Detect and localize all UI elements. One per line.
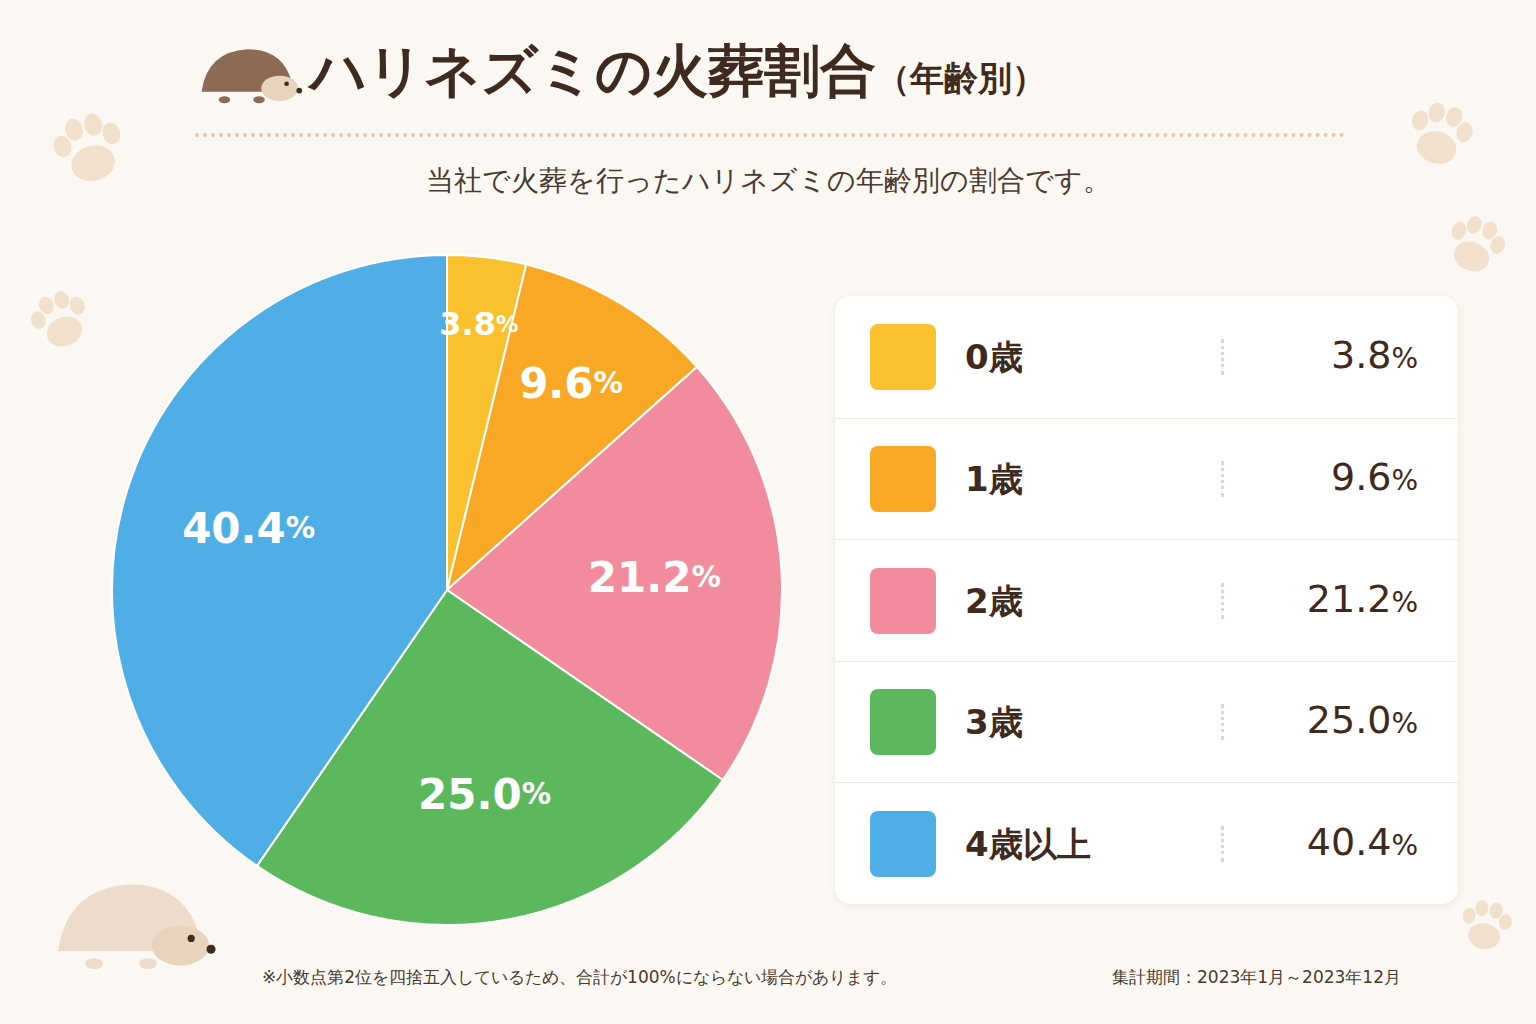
html-text:9.6%: 9.6% [1331, 455, 1418, 500]
html-text:2歳: 2歳 [965, 580, 1023, 621]
html-text:4歳以上: 4歳以上 [965, 823, 1091, 864]
html-text:集計期間：2023年1月～2023年12月: 集計期間：2023年1月～2023年12月 [1112, 967, 1401, 987]
html-text:当社で火葬を行ったハリネズミの年齢別の割合です。: 当社で火葬を行ったハリネズミの年齢別の割合です。 [425, 164, 1111, 197]
svg-text:40.4%: 40.4% [182, 504, 315, 553]
svg-text:25.0%: 25.0% [418, 770, 551, 819]
html-text:1歳: 1歳 [965, 459, 1023, 500]
html-text:※小数点第2位を四捨五入しているため、合計が100%にならな: ※小数点第2位を四捨五入しているため、合計が100%にならない場合があります。 [262, 967, 897, 987]
svg-text:21.2%: 21.2% [588, 552, 721, 601]
svg-text:3.8%: 3.8% [439, 305, 518, 343]
html-text:25.0%: 25.0% [1306, 698, 1418, 743]
html-text:0歳: 0歳 [965, 336, 1023, 377]
html-text:40.4%: 40.4% [1306, 819, 1418, 864]
svg-text:9.6%: 9.6% [519, 359, 623, 408]
html-text:ハリネズミの火葬割合（年齢別）: ハリネズミの火葬割合（年齢別） [310, 38, 1046, 103]
html-text:3歳: 3歳 [965, 702, 1023, 743]
html-text:3.8%: 3.8% [1331, 332, 1418, 377]
html-text:21.2%: 21.2% [1306, 576, 1418, 621]
